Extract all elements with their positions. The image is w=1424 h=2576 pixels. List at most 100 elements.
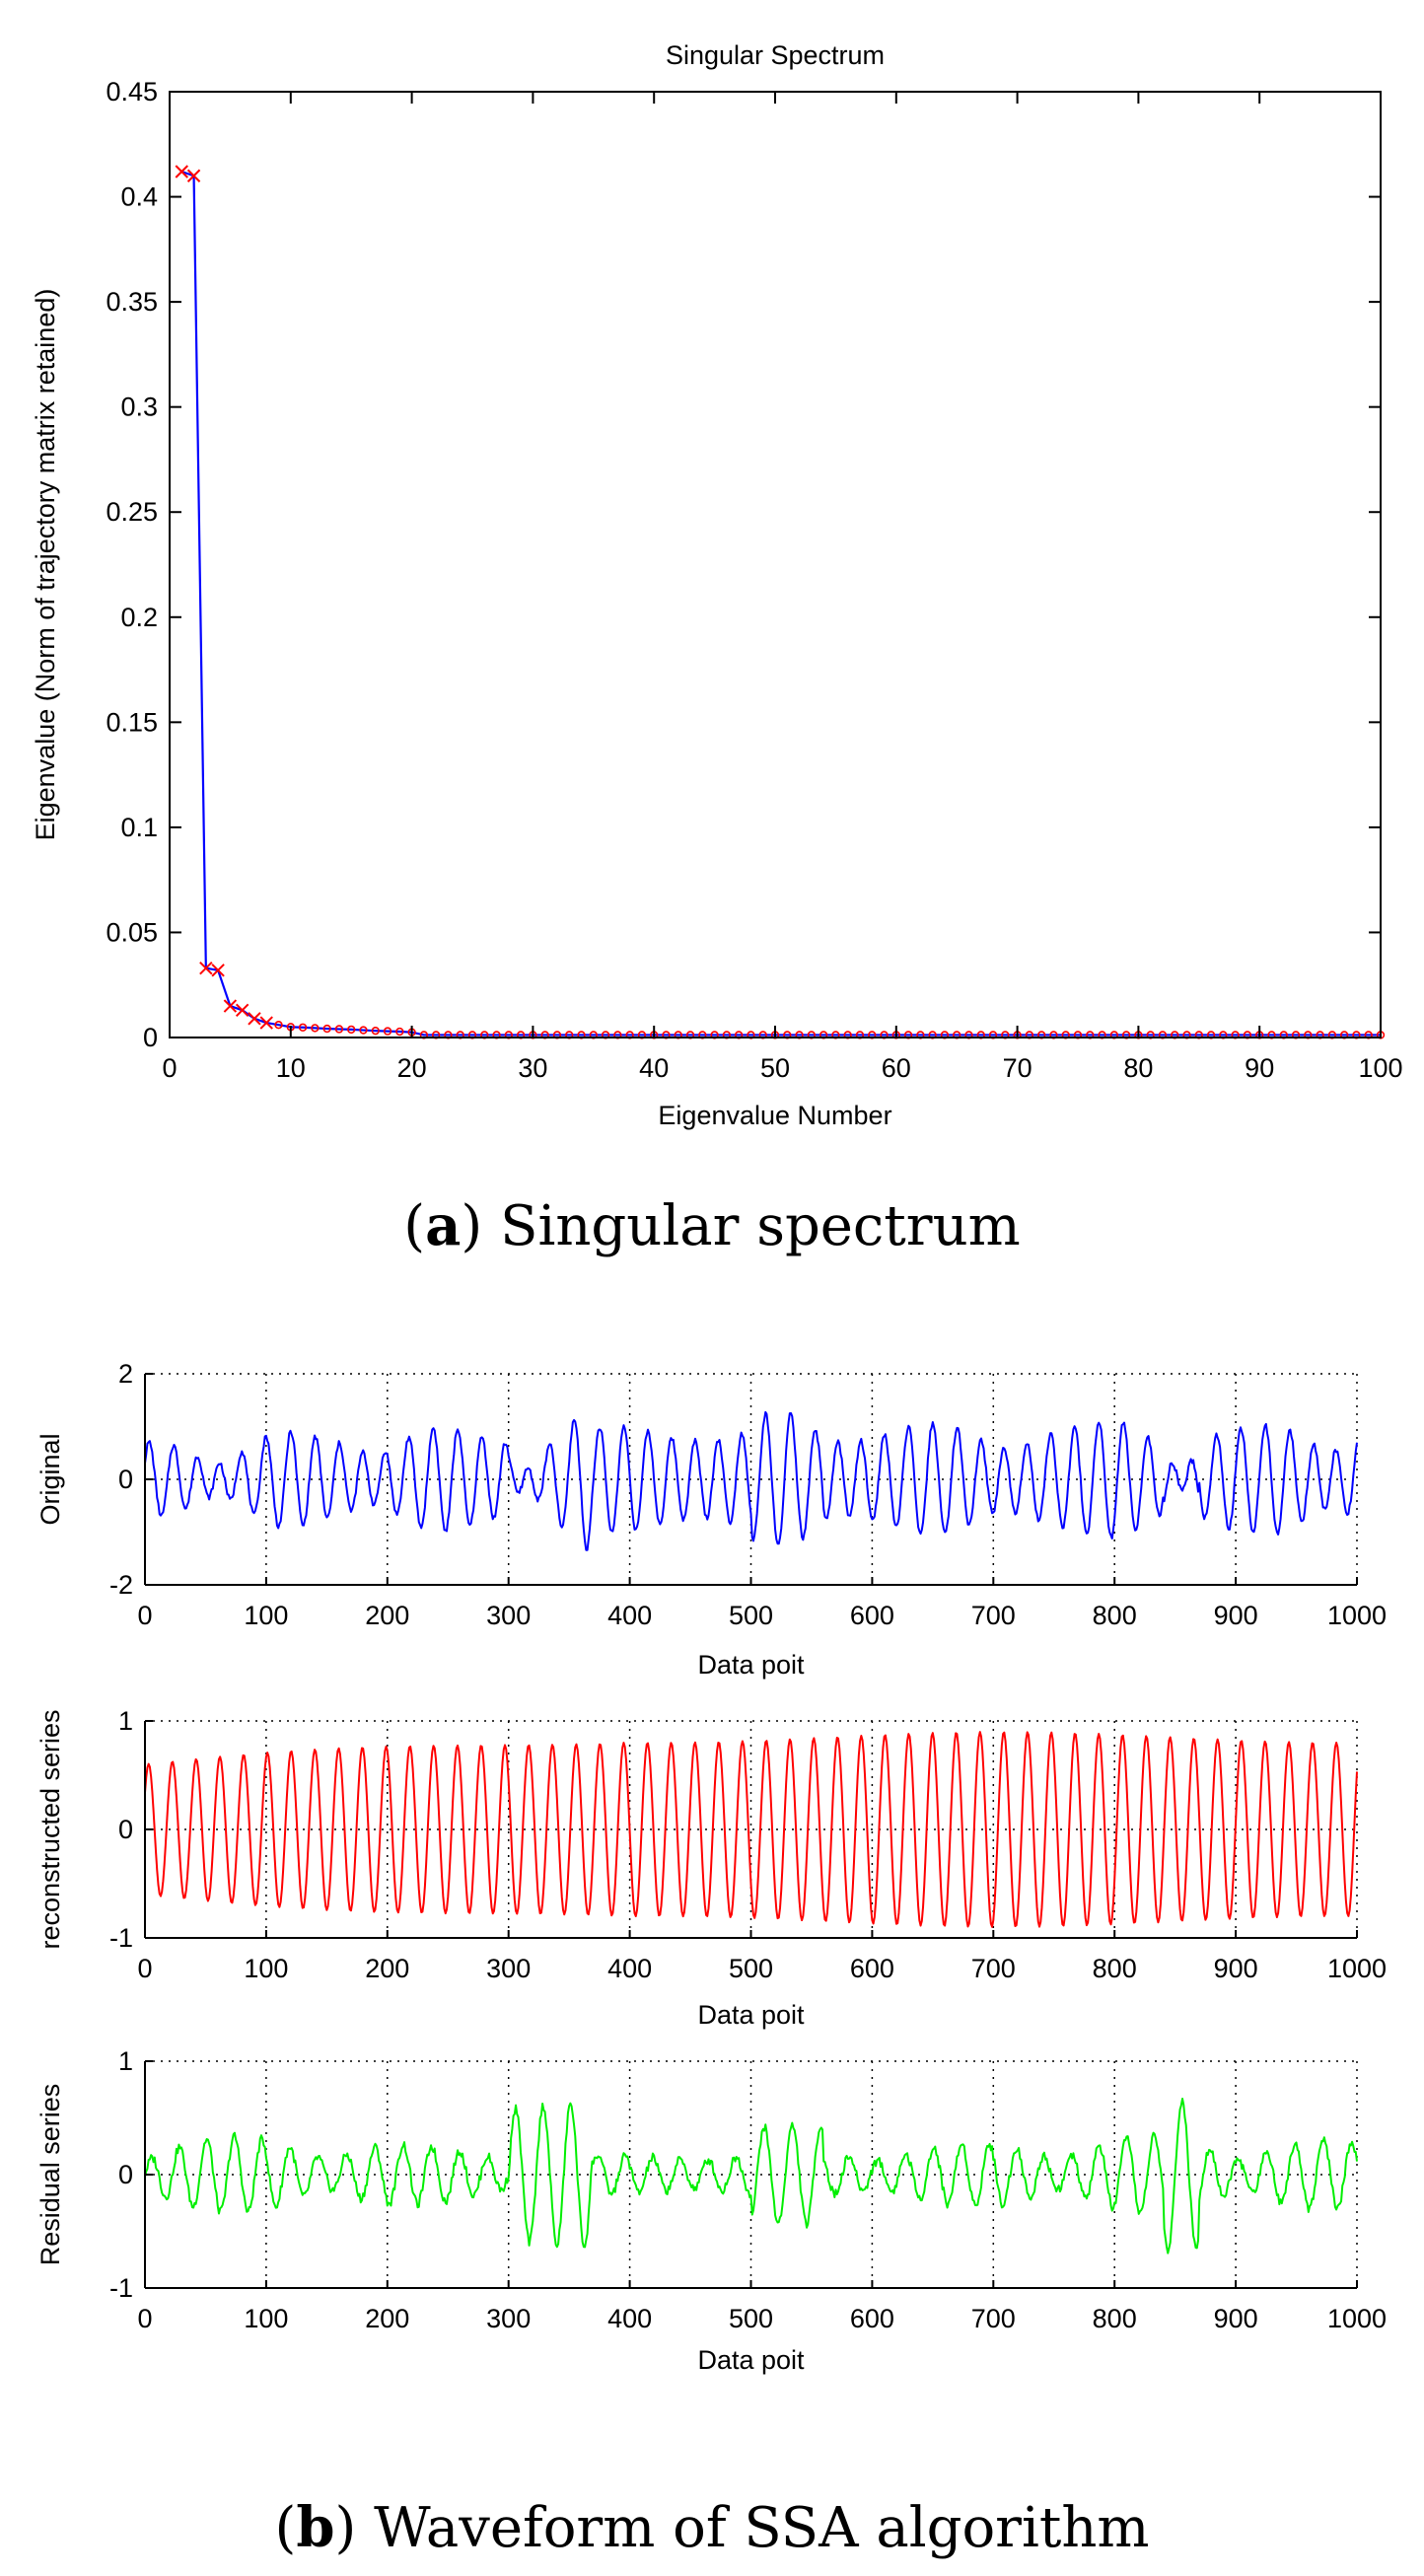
spectrum-marker <box>235 1003 249 1018</box>
residual-x-tick-label: 800 <box>1093 2304 1137 2333</box>
residual-x-tick-label: 0 <box>137 2304 152 2333</box>
reconstructed-x-tick-label: 200 <box>365 1954 409 1983</box>
residual-y-tick-label: 0 <box>118 2160 133 2189</box>
original-x-tick-label: 700 <box>971 1601 1016 1630</box>
spectrum-y-tick-label: 0.35 <box>106 287 158 317</box>
caption-a-text: Singular spectrum <box>482 1194 1020 1258</box>
spectrum-x-tick-label: 10 <box>276 1053 306 1083</box>
reconstructed-x-tick-label: 700 <box>971 1954 1016 1983</box>
spectrum-x-tick-label: 70 <box>1003 1053 1032 1083</box>
reconstructed-x-tick-label: 400 <box>607 1954 652 1983</box>
original-series-line <box>144 1410 1358 1551</box>
spectrum-x-tick-label: 80 <box>1123 1053 1153 1083</box>
spectrum-x-tick-label: 50 <box>760 1053 790 1083</box>
original-y-tick-label: 2 <box>118 1359 133 1389</box>
spectrum-marker <box>298 1023 308 1032</box>
reconstructed-x-tick-label: 300 <box>486 1954 531 1983</box>
spectrum-marker <box>186 169 201 182</box>
reconstructed-y-tick-label: 1 <box>118 1706 133 1736</box>
residual-x-tick-label: 500 <box>729 2304 773 2333</box>
residual-x-tick-label: 400 <box>607 2304 652 2333</box>
spectrum-x-tick-label: 20 <box>397 1053 427 1083</box>
singular-spectrum-chart: 0 10 20 30 40 50 60 70 80 90 100 0 0.05 0.1 0.15 0.2 0.2… <box>31 40 1403 1130</box>
original-x-tick-label: 800 <box>1093 1601 1137 1630</box>
spectrum-x-tick-label: 60 <box>882 1053 911 1083</box>
spectrum-y-tick-label: 0.4 <box>120 182 158 212</box>
original-x-tick-label: 400 <box>607 1601 652 1630</box>
reconstructed-x-tick-label: 0 <box>137 1954 152 1983</box>
original-x-tick-label: 500 <box>729 1601 773 1630</box>
reconstructed-series-line <box>144 1731 1358 1928</box>
spectrum-x-axis-label: Eigenvalue Number <box>658 1101 891 1130</box>
reconstructed-x-tick-label: 1000 <box>1327 1954 1387 1983</box>
reconstructed-x-tick-label: 900 <box>1214 1954 1258 1983</box>
spectrum-y-tick-label: 0 <box>143 1023 158 1052</box>
spectrum-marker <box>199 961 213 975</box>
reconstructed-x-tick-label: 800 <box>1093 1954 1137 1983</box>
spectrum-y-tick-label: 0.1 <box>120 813 158 842</box>
residual-x-tick-label: 900 <box>1214 2304 1258 2333</box>
reconstructed-y-tick-label: -1 <box>109 1923 133 1953</box>
original-x-tick-label: 600 <box>850 1601 894 1630</box>
spectrum-marker <box>395 1027 404 1037</box>
spectrum-x-tick-label: 40 <box>639 1053 669 1083</box>
original-series-chart: 0 100 200 300 400 500 600 700 800 900 1000-202Data… <box>36 1359 1387 1680</box>
spectrum-marker <box>334 1025 344 1034</box>
original-y-tick-label: 0 <box>118 1465 133 1494</box>
spectrum-marker <box>259 1016 273 1030</box>
residual-x-tick-label: 300 <box>486 2304 531 2333</box>
original-y-axis-label: Original <box>36 1433 65 1525</box>
spectrum-marker <box>175 165 188 179</box>
residual-y-tick-label: -1 <box>109 2273 133 2303</box>
spectrum-marker <box>383 1027 392 1036</box>
spectrum-marker <box>371 1026 380 1036</box>
spectrum-y-tick-label: 0.05 <box>106 917 158 947</box>
spectrum-y-tick-label: 0.45 <box>106 77 158 107</box>
caption-b: (b) Waveform of SSA algorithm <box>274 2495 1149 2560</box>
spectrum-series-line <box>180 170 1381 1037</box>
reconstructed-y-axis-label: reconstructed series <box>36 1709 65 1949</box>
residual-series-line <box>144 2098 1358 2254</box>
spectrum-x-tick-label: 90 <box>1245 1053 1274 1083</box>
spectrum-marker <box>322 1024 331 1034</box>
original-x-axis-label: Data poit <box>697 1650 805 1680</box>
residual-x-tick-label: 100 <box>244 2304 288 2333</box>
original-x-tick-label: 1000 <box>1327 1601 1387 1630</box>
reconstructed-y-tick-label: 0 <box>118 1815 133 1844</box>
spectrum-y-axis-label: Eigenvalue (Norm of trajectory matrix re… <box>31 289 60 841</box>
caption-a: (a) Singular spectrum <box>403 1193 1020 1258</box>
caption-b-text: Waveform of SSA algorithm <box>356 2496 1149 2560</box>
original-x-tick-label: 900 <box>1214 1601 1258 1630</box>
spectrum-marker <box>248 1012 261 1026</box>
spectrum-y-tick-label: 0.3 <box>120 393 158 422</box>
reconstructed-x-tick-label: 100 <box>244 1954 288 1983</box>
spectrum-y-tick-label: 0.15 <box>106 707 158 737</box>
residual-y-tick-label: 1 <box>118 2046 133 2076</box>
spectrum-marker <box>311 1024 320 1033</box>
reconstructed-x-tick-label: 500 <box>729 1954 773 1983</box>
spectrum-x-tick-label: 100 <box>1358 1053 1402 1083</box>
original-x-tick-label: 200 <box>365 1601 409 1630</box>
residual-x-tick-label: 600 <box>850 2304 894 2333</box>
spectrum-chart-title: Singular Spectrum <box>666 40 885 70</box>
caption-b-letter: b <box>296 2495 334 2560</box>
original-x-tick-label: 100 <box>244 1601 288 1630</box>
spectrum-marker <box>274 1021 283 1030</box>
spectrum-marker <box>359 1026 368 1035</box>
residual-series-chart: 0 100 200 300 400 500 600 700 800 900 1000-101Data… <box>36 2046 1387 2375</box>
reconstructed-x-axis-label: Data poit <box>697 2000 805 2030</box>
reconstructed-series-chart: 0 100 200 300 400 500 600 700 800 900 1000-101Data… <box>36 1706 1387 2030</box>
original-x-tick-label: 0 <box>137 1601 152 1630</box>
spectrum-marker <box>211 964 225 977</box>
spectrum-y-tick-label: 0.25 <box>106 497 158 527</box>
spectrum-plot-area <box>170 92 1381 1038</box>
caption-a-letter: a <box>425 1193 461 1258</box>
spectrum-marker <box>347 1025 356 1035</box>
spectrum-y-tick-label: 0.2 <box>120 603 158 632</box>
residual-x-tick-label: 200 <box>365 2304 409 2333</box>
residual-x-tick-label: 700 <box>971 2304 1016 2333</box>
reconstructed-x-tick-label: 600 <box>850 1954 894 1983</box>
original-y-tick-label: -2 <box>109 1570 133 1600</box>
residual-x-axis-label: Data poit <box>697 2345 805 2375</box>
